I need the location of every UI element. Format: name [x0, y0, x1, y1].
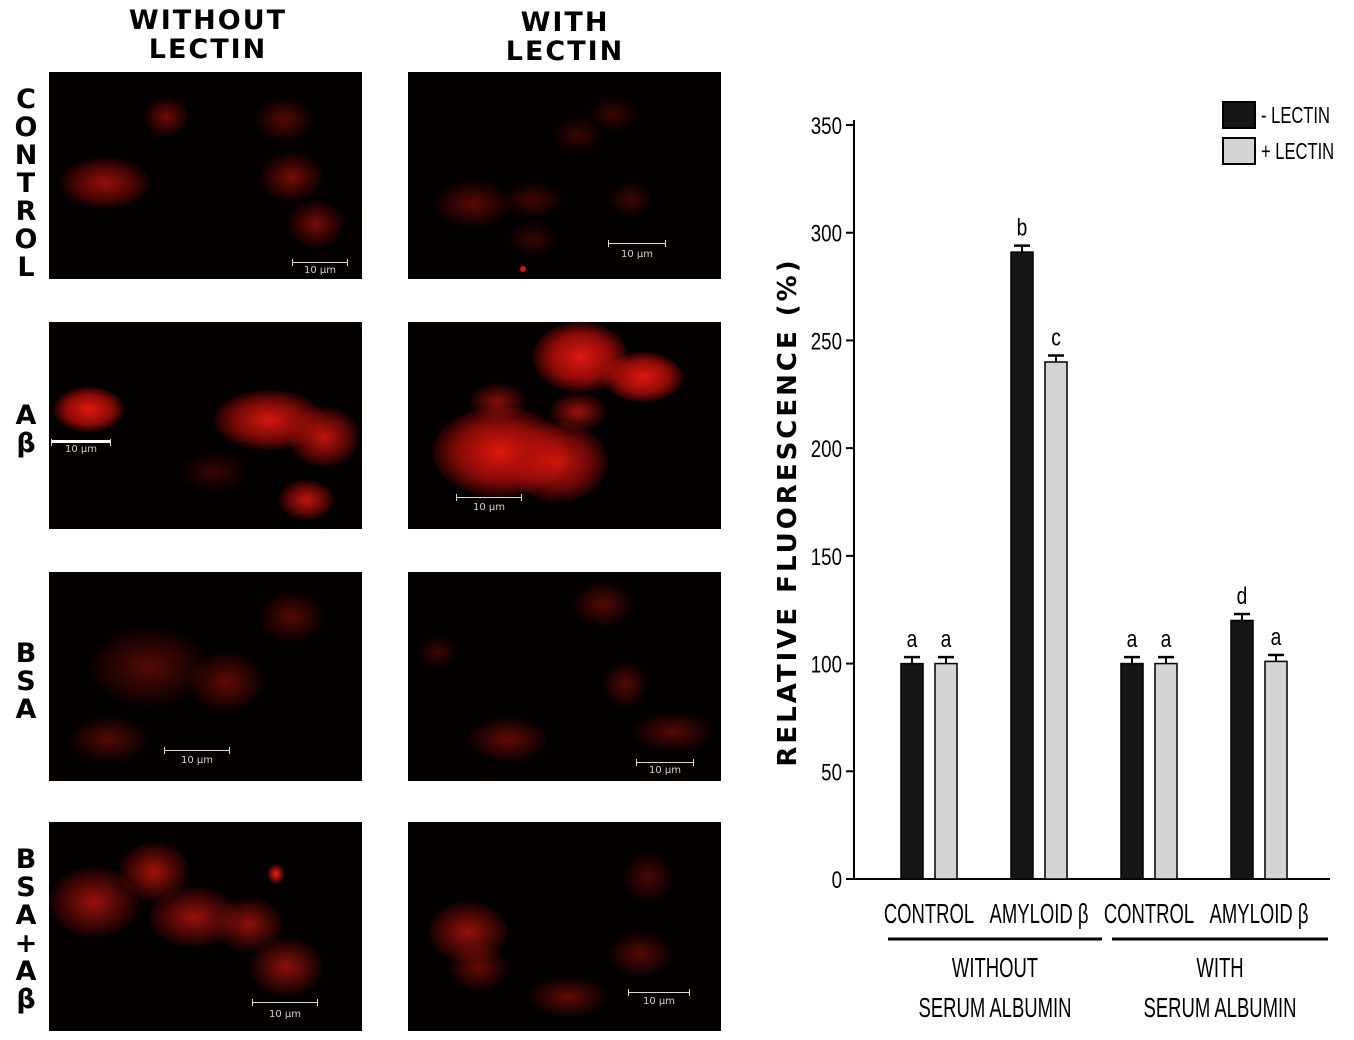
scale-bar [51, 439, 111, 446]
row-label-char: β [16, 984, 36, 1015]
scale-bar [252, 999, 318, 1006]
bar [1120, 662, 1144, 880]
micrograph-bsa-abeta-without-lectin: 10 μm [49, 822, 362, 1031]
y-tick-label: 350 [811, 113, 842, 140]
bar-chart: 0 50 100 150 200 250 300 350 RELATIVE FLUORESCEN… [773, 101, 1334, 1024]
micrograph-control-without-lectin: 10 μm [49, 72, 362, 279]
significance-letter: a [1271, 623, 1282, 651]
scale-bar [628, 989, 690, 996]
legend-label: - LECTIN [1261, 103, 1330, 128]
scale-bar [456, 494, 522, 501]
row-label-char: T [16, 168, 36, 199]
y-tick-label: 200 [811, 436, 842, 463]
row-label-char: β [16, 428, 36, 459]
legend-swatch [1222, 137, 1256, 165]
row-label-bsa-abeta: B S A + A β [6, 846, 46, 1014]
micrograph-bsa-with-lectin: 10 μm [408, 572, 721, 781]
y-axis-title: RELATIVE FLUORESCENCE (%) [773, 257, 803, 766]
group-label: WITHOUT [952, 953, 1038, 984]
row-label-char: + [14, 928, 38, 959]
scale-bar [636, 759, 694, 766]
y-tick-label: 150 [811, 544, 842, 571]
row-label-char: A [15, 956, 37, 987]
bar [1264, 660, 1288, 880]
row-label-char: B [15, 844, 37, 875]
micrograph-abeta-without-lectin: 10 μm [49, 322, 362, 529]
row-label-char: S [16, 872, 36, 903]
x-category-label: CONTROL [884, 899, 974, 930]
row-label-char: L [17, 252, 35, 283]
y-tick-label: 0 [832, 867, 842, 894]
group-label: WITH [1196, 953, 1243, 984]
scale-bar-label: 10 μm [472, 502, 506, 513]
scale-bar [164, 747, 230, 754]
x-category-label: AMYLOID β [990, 899, 1089, 930]
micrograph-bsa-abeta-with-lectin: 10 μm [408, 822, 721, 1031]
y-tick-label: 250 [811, 328, 842, 355]
scale-bar [608, 240, 666, 247]
x-category-label: AMYLOID β [1210, 899, 1309, 930]
row-label-char: S [16, 666, 36, 697]
bar [1154, 662, 1178, 880]
scale-bar-label: 10 μm [642, 996, 676, 1007]
scale-bar-label: 10 μm [180, 755, 214, 766]
group-label: SERUM ALBUMIN [919, 993, 1072, 1024]
row-label-char: R [15, 196, 37, 227]
scale-bar-label: 10 μm [620, 249, 654, 260]
y-axis: 0 50 100 150 200 250 300 350 RELATIVE FLUORESCEN… [773, 113, 1330, 894]
row-label-abeta: A β [6, 402, 46, 458]
scale-bar-label: 10 μm [303, 265, 337, 276]
row-label-char: O [14, 112, 38, 143]
scale-bar-label: 10 μm [64, 444, 98, 455]
legend-label: + LECTIN [1261, 139, 1334, 164]
micrograph-abeta-with-lectin: 10 μm [408, 322, 721, 529]
x-category-label: CONTROL [1104, 899, 1194, 930]
scale-bar-label: 10 μm [268, 1009, 302, 1020]
significance-letter: b [1017, 214, 1028, 242]
micrograph-bsa-without-lectin: 10 μm [49, 572, 362, 781]
bar [900, 662, 924, 880]
legend: - LECTIN + LECTIN [1222, 101, 1334, 165]
row-label-char: O [14, 224, 38, 255]
y-tick-label: 50 [821, 759, 842, 786]
significance-letter: a [1127, 625, 1138, 653]
legend-swatch [1222, 101, 1256, 129]
y-tick-label: 100 [811, 651, 842, 678]
row-label-control: C O N T R O L [6, 86, 46, 282]
row-label-char: N [14, 140, 38, 171]
significance-letter: a [907, 625, 918, 653]
bar [1010, 251, 1034, 880]
y-tick-label: 300 [811, 221, 842, 248]
bar [934, 662, 958, 880]
bar [1230, 619, 1254, 880]
scale-bar-label: 10 μm [648, 765, 682, 776]
significance-letter: a [941, 625, 952, 653]
significance-letter: d [1237, 582, 1248, 610]
significance-letter: a [1161, 625, 1172, 653]
row-label-char: C [16, 84, 36, 115]
column-header-without-lectin: WITHOUT LECTIN [128, 5, 288, 65]
x-axis-labels: CONTROL AMYLOID β CONTROL AMYLOID β WITHOUT S… [884, 899, 1328, 1024]
bar [1044, 361, 1068, 880]
group-label: SERUM ALBUMIN [1144, 993, 1297, 1024]
row-label-bsa: B S A [6, 640, 46, 724]
significance-letter: c [1051, 323, 1061, 351]
row-label-char: A [15, 694, 37, 725]
row-label-char: A [15, 900, 37, 931]
row-label-char: A [15, 400, 37, 431]
micrograph-control-with-lectin: 10 μm [408, 72, 721, 279]
column-header-with-lectin: WITH LECTIN [505, 7, 625, 67]
scale-bar [292, 259, 348, 266]
row-label-char: B [15, 638, 37, 669]
